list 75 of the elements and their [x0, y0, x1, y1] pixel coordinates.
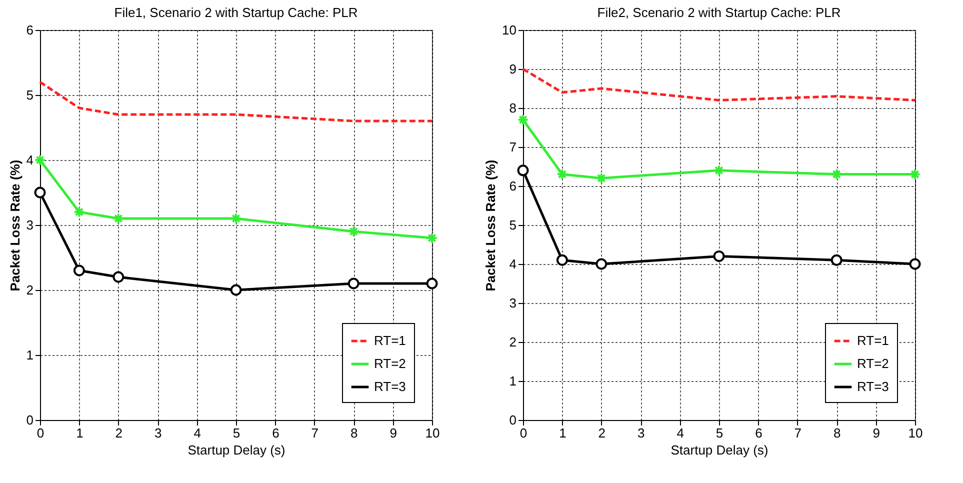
x-tick-label: 3	[637, 426, 645, 440]
point	[517, 114, 529, 126]
line-series	[38, 80, 434, 122]
point	[830, 254, 842, 266]
legend-label: RT=1	[374, 333, 406, 348]
point	[34, 186, 46, 198]
y-tick-label: 10	[502, 22, 516, 38]
x-tick-label: 2	[598, 426, 606, 440]
x-tick-label: 10	[425, 426, 440, 440]
point	[713, 250, 725, 262]
chart-title: File1, Scenario 2 with Startup Cache: PLR	[114, 5, 358, 20]
y-tick-label: 2	[509, 334, 516, 350]
point	[112, 271, 124, 283]
x-tick-label: 6	[755, 426, 762, 440]
point	[713, 164, 725, 176]
legend-label: RT=2	[374, 356, 406, 371]
x-tick-label: 3	[154, 426, 162, 440]
x-tick-label: 10	[908, 426, 923, 440]
point	[517, 164, 529, 176]
legend-label: RT=1	[857, 333, 889, 348]
y-tick-label: 5	[509, 218, 516, 232]
x-tick-label: 8	[833, 426, 841, 440]
y-tick-label: 7	[509, 140, 516, 154]
y-tick-label: 3	[26, 218, 34, 232]
point	[596, 172, 608, 184]
x-tick-label: 1	[76, 426, 84, 440]
legend-label: RT=2	[857, 356, 889, 371]
y-tick-label: 2	[26, 282, 34, 298]
x-tick-label: 1	[559, 426, 566, 440]
point	[556, 254, 568, 266]
x-tick-label: 9	[390, 426, 397, 440]
y-tick-label: 4	[26, 152, 34, 168]
y-tick-label: 4	[509, 256, 516, 272]
y-tick-label: 9	[509, 62, 516, 76]
y-tick-label: 3	[509, 296, 516, 310]
point	[348, 278, 360, 290]
x-axis-title: Startup Delay (s)	[670, 442, 768, 458]
legend-label: RT=3	[857, 379, 889, 394]
y-tick-label: 6	[509, 178, 516, 194]
x-axis-title: Startup Delay (s)	[188, 442, 286, 458]
y-axis-title: Packet Loss Rate (%)	[7, 160, 22, 292]
point	[73, 206, 85, 218]
x-tick-label: 5	[232, 426, 240, 440]
point	[426, 278, 438, 290]
legend-label: RT=3	[374, 379, 406, 394]
x-tick-label: 7	[794, 426, 802, 440]
point	[426, 232, 438, 244]
y-tick-label: 5	[26, 88, 34, 102]
point	[73, 264, 85, 276]
point	[909, 258, 921, 270]
point	[830, 168, 842, 180]
x-tick-label: 0	[520, 426, 528, 440]
y-tick-label: 0	[26, 412, 34, 428]
line-series	[522, 68, 916, 102]
point	[348, 226, 360, 238]
x-tick-label: 5	[716, 426, 724, 440]
x-tick-label: 6	[272, 426, 280, 440]
chart-title: File2, Scenario 2 with Startup Cache: PLR	[597, 5, 841, 20]
y-tick-label: 0	[509, 412, 516, 428]
point	[230, 284, 242, 296]
x-tick-label: 0	[36, 426, 44, 440]
y-tick-label: 6	[26, 22, 34, 38]
y-axis-title: Packet Loss Rate (%)	[483, 160, 498, 292]
x-tick-label: 2	[115, 426, 123, 440]
y-tick-label: 1	[26, 348, 34, 362]
x-tick-label: 7	[311, 426, 319, 440]
point	[34, 154, 46, 166]
x-tick-label: 4	[676, 426, 684, 440]
y-tick-label: 1	[509, 374, 516, 388]
x-tick-label: 8	[350, 426, 358, 440]
point	[596, 258, 608, 270]
x-tick-label: 9	[872, 426, 880, 440]
x-tick-label: 4	[194, 426, 201, 440]
y-tick-label: 8	[509, 100, 516, 116]
point	[556, 168, 568, 180]
